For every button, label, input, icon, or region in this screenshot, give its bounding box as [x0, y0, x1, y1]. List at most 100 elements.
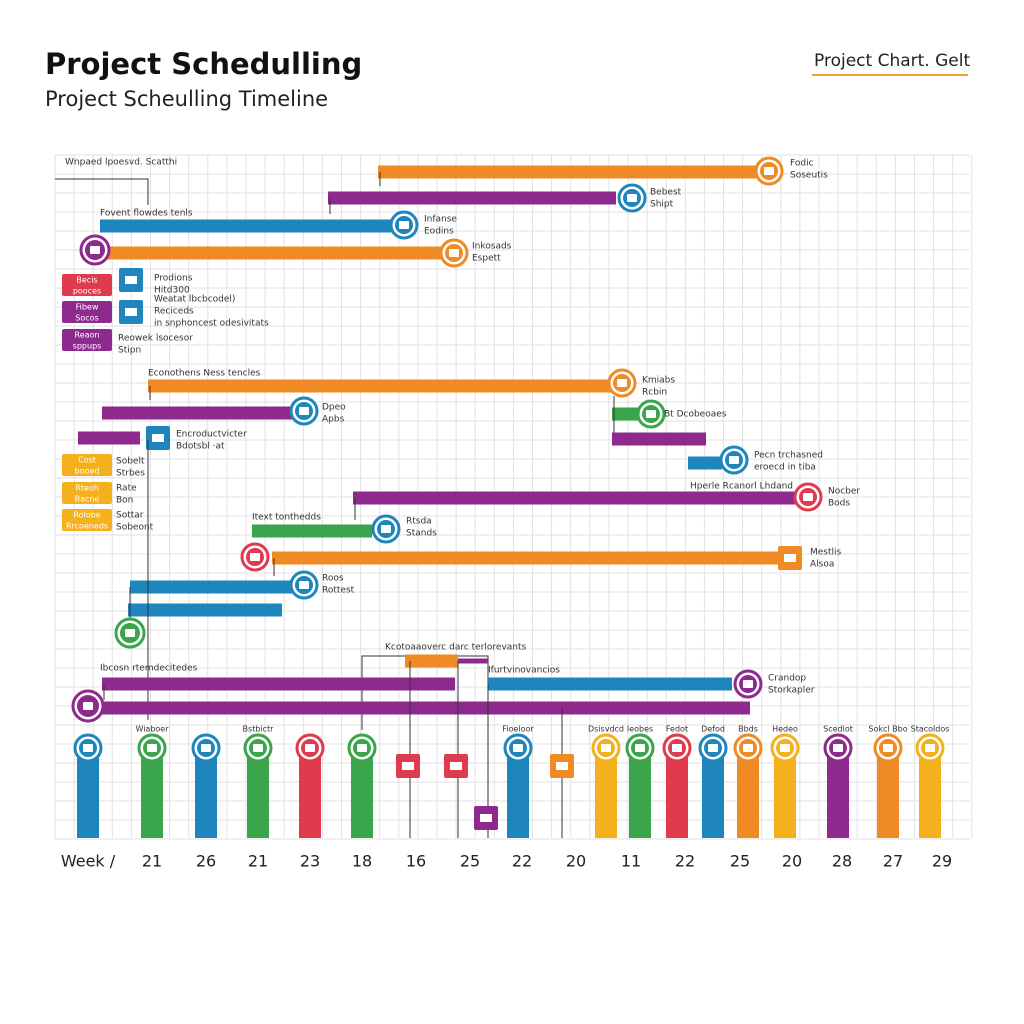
task-note: Crandop — [768, 674, 806, 684]
task-icon-glyph — [743, 680, 753, 688]
x-axis-label: 22 — [512, 852, 532, 871]
task-bar — [102, 677, 455, 691]
task-note: Bods — [828, 499, 850, 509]
x-axis-label: 26 — [196, 852, 216, 871]
task-icon-glyph — [729, 456, 739, 464]
task-icon-glyph — [672, 744, 682, 752]
task-icon-glyph — [253, 744, 263, 752]
tag-text: Rolobe — [73, 511, 100, 520]
task-icon-glyph — [305, 744, 315, 752]
task-icon-glyph — [83, 744, 93, 752]
task-icon-glyph — [635, 744, 645, 752]
task-note: Eodins — [424, 227, 454, 237]
task-icon-glyph — [299, 407, 309, 415]
tag-text: Cost — [78, 456, 96, 465]
tag — [62, 482, 112, 504]
task-note: Rottest — [322, 586, 355, 596]
task-note: Kmiabs — [642, 376, 675, 386]
tag — [62, 274, 112, 296]
task-bar — [102, 406, 292, 420]
task-note: Storkapler — [768, 686, 815, 696]
task-bar — [272, 551, 780, 565]
section-label: Fovent flowdes tenls — [100, 209, 193, 219]
task-note: Infanse — [424, 215, 457, 225]
task-bar — [612, 407, 642, 421]
task-note: Bebest — [650, 188, 682, 198]
column-bar — [774, 748, 796, 838]
x-axis-label: 20 — [782, 852, 802, 871]
task-note: Apbs — [322, 415, 345, 425]
task-icon-glyph — [646, 410, 656, 418]
task-note: Alsoa — [810, 560, 834, 570]
task-icon-glyph — [883, 744, 893, 752]
task-icon-glyph — [201, 744, 211, 752]
task-icon-glyph — [764, 167, 774, 175]
column-bar — [702, 748, 724, 838]
task-icon-glyph — [708, 744, 718, 752]
task-note: Bon — [116, 496, 133, 506]
task-icon-glyph — [83, 702, 93, 710]
tag-text: Rrcoeneds — [66, 522, 108, 531]
task-note: Soseutis — [790, 171, 828, 181]
section-label: Wnpaed lpoesvd. Scatthi — [65, 158, 177, 168]
task-icon-glyph — [152, 434, 164, 442]
task-bar — [100, 246, 442, 260]
task-icon-glyph — [450, 762, 462, 770]
task-bar — [78, 431, 140, 445]
task-icon-glyph — [627, 194, 637, 202]
task-bar — [353, 491, 796, 505]
task-icon-glyph — [399, 221, 409, 229]
column-bar — [351, 748, 373, 838]
column-bar — [141, 748, 163, 838]
column-bar — [629, 748, 651, 838]
x-axis-label: 18 — [352, 852, 372, 871]
task-bar — [252, 524, 372, 538]
task-icon-glyph — [601, 744, 611, 752]
tag — [62, 509, 112, 531]
column-bar — [595, 748, 617, 838]
task-note: Inkosads — [472, 242, 512, 252]
task-note: Stands — [406, 529, 437, 539]
task-icon-glyph — [357, 744, 367, 752]
task-icon-glyph — [125, 276, 137, 284]
tag-text: Becis — [76, 276, 97, 285]
tag-text: Fibew — [76, 303, 99, 312]
task-note: Rtsda — [406, 517, 432, 527]
column-label: Bstbictr — [243, 725, 275, 734]
x-axis-label: 20 — [566, 852, 586, 871]
x-axis-label: 25 — [730, 852, 750, 871]
task-note: Roos — [322, 574, 344, 584]
task-note: Sobelt — [116, 457, 145, 467]
task-note: Encroductvicter — [176, 430, 247, 440]
task-note: Mestlis — [810, 548, 842, 558]
task-note: Shipt — [650, 200, 674, 210]
task-bar — [328, 191, 616, 205]
tag-text: Reaon — [75, 331, 100, 340]
task-note: Dpeo — [322, 403, 346, 413]
task-note: Bdotsbl ·at — [176, 442, 225, 452]
tag — [62, 454, 112, 476]
task-icon-glyph — [833, 744, 843, 752]
task-bar — [458, 658, 488, 664]
column-label: Fedot — [666, 725, 688, 734]
section-label: Itext tonthedds — [252, 513, 321, 523]
x-axis-label: 28 — [832, 852, 852, 871]
tag-text: booed — [75, 467, 100, 476]
task-note: Reowek lsocesor — [118, 334, 193, 344]
column-bar — [877, 748, 899, 838]
task-note: Reciceds — [154, 307, 194, 317]
task-bar — [488, 677, 732, 691]
column-label: Wiaboer — [135, 725, 169, 734]
x-axis-label: 27 — [883, 852, 903, 871]
task-icon-glyph — [480, 814, 492, 822]
x-axis-label: 21 — [248, 852, 268, 871]
column-bar — [666, 748, 688, 838]
task-note: Hitd300 — [154, 286, 190, 296]
task-bar — [405, 654, 458, 668]
column-bar — [299, 748, 321, 838]
task-icon-glyph — [513, 744, 523, 752]
title: Project Schedulling — [45, 47, 362, 81]
task-bar — [378, 165, 756, 179]
task-icon-glyph — [381, 525, 391, 533]
section-label: Ibcosn rtemdecitedes — [100, 664, 198, 674]
